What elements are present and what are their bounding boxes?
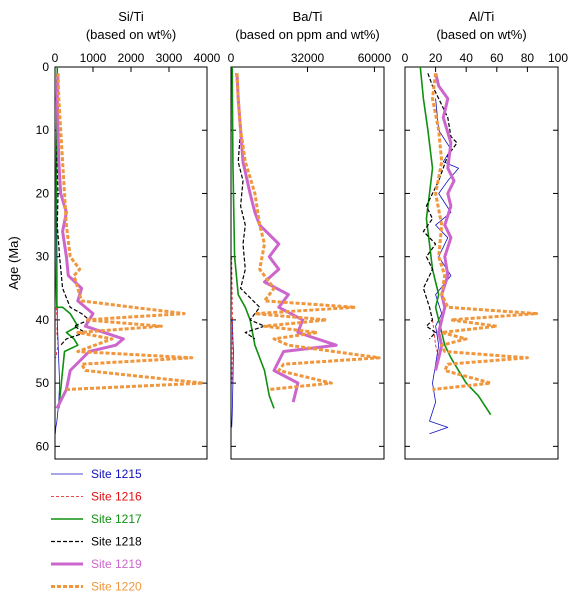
series-line-site-1220 bbox=[431, 73, 539, 391]
x-tick-label: 40 bbox=[460, 51, 474, 65]
series-line-site-1219 bbox=[55, 73, 125, 410]
series-line-site-1217 bbox=[419, 66, 492, 416]
y-tick-label: 50 bbox=[36, 376, 50, 390]
series-line-site-1216 bbox=[231, 256, 233, 384]
series-line-site-1220 bbox=[235, 73, 381, 391]
series-line-site-1216 bbox=[432, 319, 440, 358]
x-tick-label: 60 bbox=[490, 51, 504, 65]
panel-title: Si/Ti bbox=[118, 9, 144, 24]
panel-title: Al/Ti bbox=[469, 9, 495, 24]
legend-label: Site 1215 bbox=[91, 467, 142, 481]
panel-subtitle: (based on wt%) bbox=[436, 27, 526, 42]
x-tick-label: 20 bbox=[429, 51, 443, 65]
x-tick-label: 2000 bbox=[118, 51, 145, 65]
y-tick-label: 10 bbox=[36, 123, 50, 137]
y-tick-label: 40 bbox=[36, 313, 50, 327]
y-tick-label: 0 bbox=[42, 60, 49, 74]
series-line-site-1217 bbox=[231, 66, 275, 409]
plot-frame bbox=[54, 66, 208, 460]
x-tick-label: 4000 bbox=[194, 51, 221, 65]
y-tick-label: 30 bbox=[36, 250, 50, 264]
x-tick-label: 1000 bbox=[80, 51, 107, 65]
panel-subtitle: (based on wt%) bbox=[86, 27, 176, 42]
y-axis-label: Age (Ma) bbox=[6, 236, 21, 289]
x-tick-label: 60000 bbox=[358, 51, 392, 65]
series-line-site-1217 bbox=[54, 66, 79, 409]
y-tick-label: 60 bbox=[36, 439, 50, 453]
series-line-site-1219 bbox=[434, 72, 456, 371]
series-line-site-1218 bbox=[235, 73, 266, 340]
series-line-site-1218 bbox=[422, 73, 458, 340]
panel-subtitle: (based on ppm and wt%) bbox=[235, 27, 380, 42]
panel-1: Si/Ti (based on wt%) 0 1000 2000 3000 4000 0 10 2… bbox=[36, 9, 221, 460]
x-tick-label: 100 bbox=[548, 51, 568, 65]
legend-label: Site 1216 bbox=[91, 490, 142, 504]
x-tick-label: 32000 bbox=[291, 51, 325, 65]
series-line-site-1216 bbox=[55, 307, 59, 358]
panel-title: Ba/Ti bbox=[293, 9, 323, 24]
series-line-site-1220 bbox=[56, 73, 205, 391]
y-tick-label: 20 bbox=[36, 186, 50, 200]
plot-frame bbox=[230, 66, 385, 460]
x-tick-label: 80 bbox=[521, 51, 535, 65]
legend-label: Site 1219 bbox=[91, 557, 142, 571]
legend-label: Site 1217 bbox=[91, 512, 142, 526]
x-tick-label: 3000 bbox=[156, 51, 183, 65]
panel-3: Al/Ti (based on wt%) 0 20 40 60 80 100 bbox=[402, 9, 568, 460]
series-line-site-1219 bbox=[235, 73, 338, 403]
x-tick-label: 0 bbox=[228, 51, 235, 65]
legend-label: Site 1218 bbox=[91, 535, 142, 549]
plot-frame bbox=[404, 66, 559, 460]
legend-label: Site 1220 bbox=[91, 580, 142, 594]
x-tick-label: 0 bbox=[402, 51, 409, 65]
panel-2: Ba/Ti (based on ppm and wt%)0 32000 60000 bbox=[228, 9, 392, 460]
series-line-site-1215 bbox=[231, 319, 234, 428]
series-line-site-1215 bbox=[429, 98, 460, 435]
x-tick-label: 0 bbox=[52, 51, 59, 65]
legend: Site 1215 Site 1216 Site 1217 Site 1218 Site… bbox=[51, 467, 142, 594]
